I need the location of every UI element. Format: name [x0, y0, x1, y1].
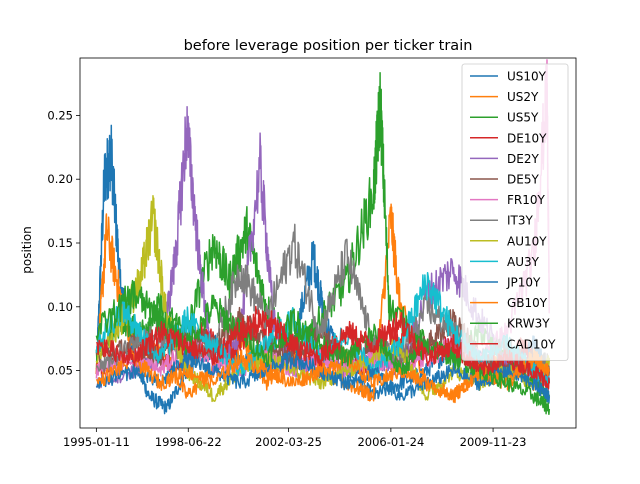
legend-label-fr10y: FR10Y [507, 193, 546, 207]
legend-label-de10y: DE10Y [507, 131, 547, 145]
y-tick-label: 0.10 [47, 300, 73, 314]
legend-label-it3y: IT3Y [507, 214, 534, 228]
y-tick-label: 0.25 [47, 108, 73, 122]
x-tick-label: 2006-01-24 [357, 435, 424, 449]
legend-label-jp10y: JP10Y [506, 276, 541, 290]
legend-label-gb10y: GB10Y [507, 296, 548, 310]
legend-label-krw3y: KRW3Y [507, 317, 550, 331]
y-tick-label: 0.15 [47, 236, 73, 250]
y-tick-label: 0.05 [47, 364, 73, 378]
legend[interactable]: US10Y US2Y US5Y DE10Y DE2Y DE5Y FR10Y IT3Y AU10Y… [461, 63, 569, 361]
series-line-cad10y [95, 309, 551, 390]
series-line-krw3y [95, 279, 551, 416]
x-tick-label: 1995-01-11 [63, 435, 130, 449]
legend-label-us10y: US10Y [507, 70, 547, 84]
y-axis-label: position [20, 226, 34, 274]
x-tick-label: 2009-11-23 [460, 435, 527, 449]
axes-layer: 1995-01-11 1998-06-22 2002-03-25 2006-01-24… [47, 108, 526, 449]
legend-label-de5y: DE5Y [507, 173, 539, 187]
legend-label-us5y: US5Y [507, 111, 539, 125]
legend-label-cad10y: CAD10Y [507, 337, 556, 351]
x-tick-label: 2002-03-25 [255, 435, 322, 449]
y-tick-label: 0.20 [47, 172, 73, 186]
plot-frame [79, 57, 577, 429]
legend-label-de2y: DE2Y [507, 152, 539, 166]
chart-title: before leverage position per ticker trai… [184, 38, 473, 54]
x-tick-label: 1998-06-22 [155, 435, 222, 449]
legend-label-us2y: US2Y [507, 90, 539, 104]
legend-label-au3y: AU3Y [507, 255, 540, 269]
legend-label-au10y: AU10Y [507, 234, 547, 248]
